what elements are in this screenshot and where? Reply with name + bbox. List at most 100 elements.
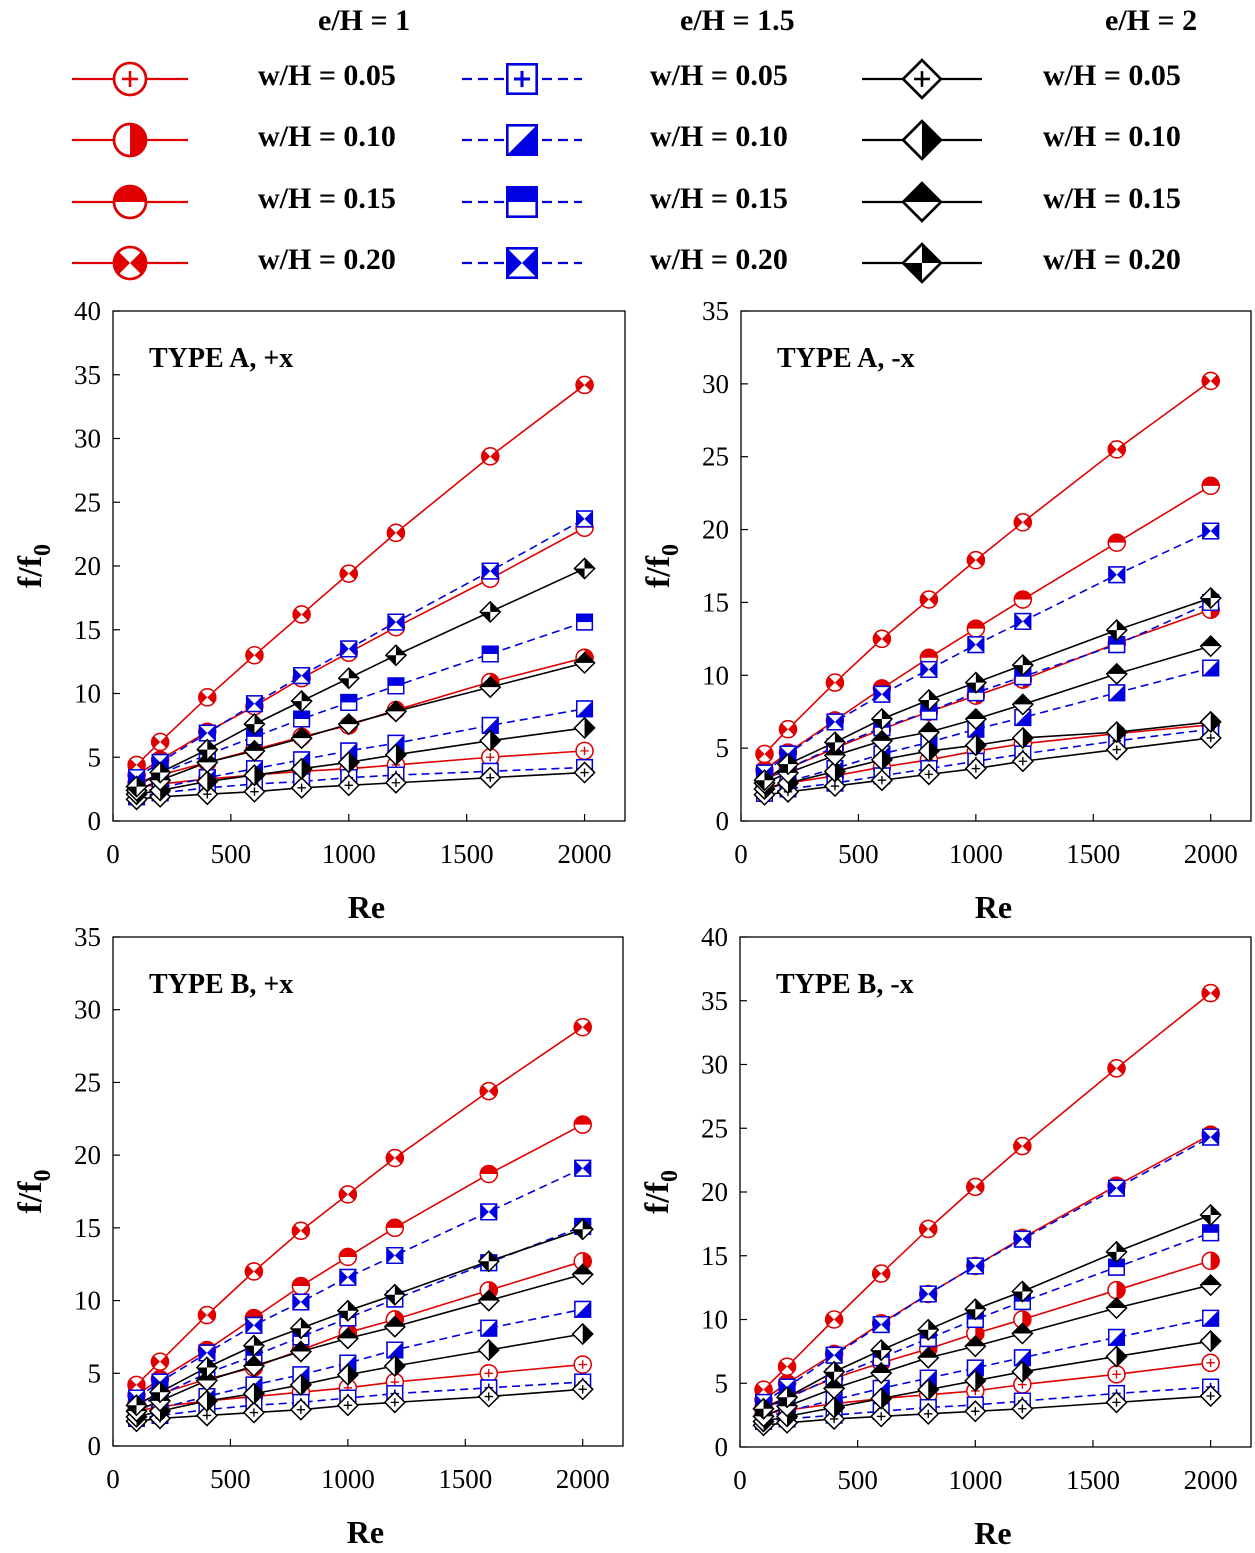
data-point (383, 1355, 406, 1378)
data-point (573, 1355, 592, 1374)
y-tick-label: 30 (701, 1050, 728, 1080)
data-point (479, 600, 502, 623)
data-point (289, 1340, 312, 1363)
y-tick-label: 5 (88, 742, 102, 772)
panel-title: TYPE B, -x (776, 969, 914, 1000)
data-point (195, 1369, 218, 1392)
data-point (1108, 566, 1126, 584)
data-point (1105, 1297, 1128, 1320)
data-point (826, 713, 844, 731)
plot-frame (739, 936, 1252, 1448)
data-point (481, 562, 499, 580)
data-point (291, 1221, 311, 1240)
y-tick-label: 10 (74, 679, 101, 709)
data-point (1201, 1353, 1220, 1373)
data-point (1201, 1251, 1220, 1271)
series-line (135, 1026, 584, 1386)
data-point (197, 1305, 217, 1325)
data-point (242, 1382, 265, 1405)
y-tick-label: 25 (701, 1113, 728, 1143)
panel-title: TYPE B, +x (149, 969, 293, 1000)
data-point (1011, 1322, 1034, 1345)
data-point (964, 1335, 987, 1358)
y-tick-label: 5 (716, 733, 730, 763)
data-point (245, 695, 263, 713)
data-point (1199, 1203, 1222, 1226)
x-tick-label: 0 (733, 1465, 747, 1495)
data-point (1201, 983, 1220, 1003)
data-point (479, 766, 502, 789)
legend-diamond-half-top-icon (901, 181, 943, 223)
data-point (289, 1317, 312, 1340)
data-point (293, 710, 311, 728)
panel-title: TYPE A, +x (149, 343, 293, 374)
data-point (823, 1396, 846, 1419)
data-point (1199, 635, 1222, 658)
y-tick-label: 20 (701, 1177, 728, 1207)
data-point (198, 1344, 216, 1362)
legend-circle-half-top-icon (112, 184, 148, 220)
plot-frame (112, 310, 626, 822)
x-tick-label: 0 (734, 839, 748, 869)
data-point (196, 751, 219, 774)
legend-label: w/H = 0.20 (650, 243, 788, 276)
data-point (574, 1300, 592, 1318)
legend-square-half-top-icon (505, 185, 538, 218)
legend-label: w/H = 0.10 (1043, 120, 1181, 153)
data-point (1108, 684, 1126, 702)
panel-title: TYPE A, -x (777, 343, 915, 374)
legend-label: w/H = 0.15 (650, 182, 788, 215)
data-point (1108, 1328, 1126, 1346)
data-point (386, 1246, 404, 1264)
x-tick-label: 1500 (438, 1464, 492, 1494)
legend-header: e/H = 1.5 (680, 4, 795, 37)
data-point (243, 713, 266, 736)
data-point (384, 700, 407, 723)
series-line (763, 1386, 1211, 1423)
legend-label: w/H = 0.15 (1043, 182, 1181, 215)
data-point (387, 734, 405, 752)
data-point (337, 774, 360, 797)
data-point (386, 523, 406, 543)
legend-label: w/H = 0.10 (650, 120, 788, 153)
data-point (337, 667, 360, 690)
data-point (245, 1316, 263, 1334)
data-point (777, 1357, 797, 1376)
x-axis-label: Re (975, 889, 1012, 925)
data-point (917, 1318, 940, 1341)
data-point (917, 1378, 940, 1401)
y-tick-label: 25 (74, 1067, 101, 1097)
data-point (1202, 1224, 1220, 1242)
data-point (870, 1387, 893, 1410)
x-axis-label: Re (347, 1514, 384, 1550)
data-point (198, 724, 216, 742)
plot-frame (112, 936, 624, 1447)
data-point (383, 1315, 406, 1338)
data-point (573, 1017, 592, 1037)
y-tick-label: 35 (74, 925, 101, 952)
y-axis-label: f/f0 (12, 1169, 56, 1213)
y-tick-label: 5 (88, 1358, 102, 1388)
data-point (1199, 710, 1222, 733)
data-point (1014, 709, 1032, 727)
series-line (136, 708, 585, 794)
data-point (385, 1218, 405, 1238)
data-point (195, 1389, 218, 1412)
x-tick-label: 2000 (1184, 839, 1238, 869)
data-point (919, 1219, 938, 1239)
data-point (776, 753, 799, 776)
data-point (125, 1394, 148, 1417)
x-tick-label: 500 (838, 839, 879, 869)
data-point (242, 1355, 265, 1378)
data-point (823, 1377, 846, 1400)
data-point (571, 1218, 594, 1241)
data-point (1011, 654, 1034, 677)
y-tick-label: 15 (74, 1213, 101, 1243)
y-tick-label: 10 (74, 1286, 101, 1316)
data-point (1013, 513, 1033, 532)
data-point (195, 1356, 218, 1379)
plot-frame (740, 310, 1252, 822)
data-point (917, 689, 940, 712)
chart-type-a-plus-x: 0 5 10 15 20 25 30 35 40 0 500 1000 1500 2000 Re f/f0 TY… (12, 296, 626, 925)
data-point (872, 1264, 891, 1283)
